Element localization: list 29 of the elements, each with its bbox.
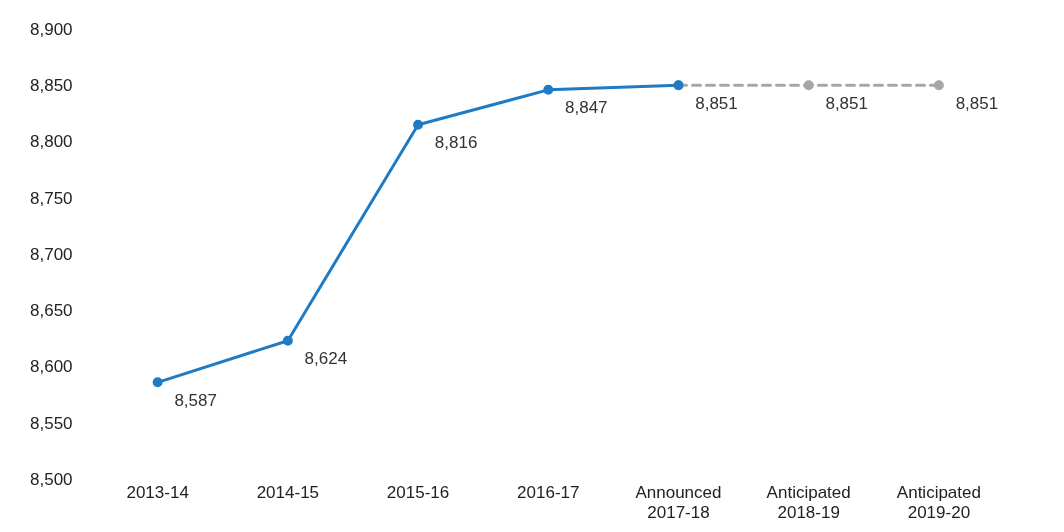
data-label: 8,624 xyxy=(304,348,348,368)
y-tick-label: 8,900 xyxy=(29,19,73,39)
x-tick-label: Anticipated 2019-20 xyxy=(896,483,981,523)
data-label: 8,851 xyxy=(955,93,999,113)
point xyxy=(803,80,814,91)
y-tick-label: 8,500 xyxy=(29,469,73,489)
y-tick-label: 8,550 xyxy=(29,413,73,433)
data-label: 8,816 xyxy=(434,132,478,152)
data-label: 8,851 xyxy=(695,93,738,113)
x-tick-label: 2014-15 xyxy=(256,483,320,503)
data-label: 8,847 xyxy=(565,98,608,118)
data-label: 8,587 xyxy=(174,390,217,410)
y-tick-label: 8,700 xyxy=(29,244,73,264)
y-tick-label: 8,800 xyxy=(29,132,73,152)
x-tick-label: 2016-17 xyxy=(517,483,580,503)
y-tick-label: 8,850 xyxy=(29,76,73,96)
y-tick-label: 8,650 xyxy=(29,301,73,321)
point xyxy=(152,377,163,388)
x-tick-label: Announced 2017-18 xyxy=(635,483,722,523)
point xyxy=(282,335,293,346)
y-tick-label: 8,600 xyxy=(29,357,73,377)
x-tick-label: Anticipated 2018-19 xyxy=(766,483,851,523)
x-tick-label: 2015-16 xyxy=(386,483,450,503)
y-tick-label: 8,750 xyxy=(29,188,73,208)
x-tick-label: 2013-14 xyxy=(126,483,189,503)
point xyxy=(933,80,944,91)
point xyxy=(543,84,554,95)
data-label: 8,851 xyxy=(825,93,868,113)
point xyxy=(413,119,424,130)
